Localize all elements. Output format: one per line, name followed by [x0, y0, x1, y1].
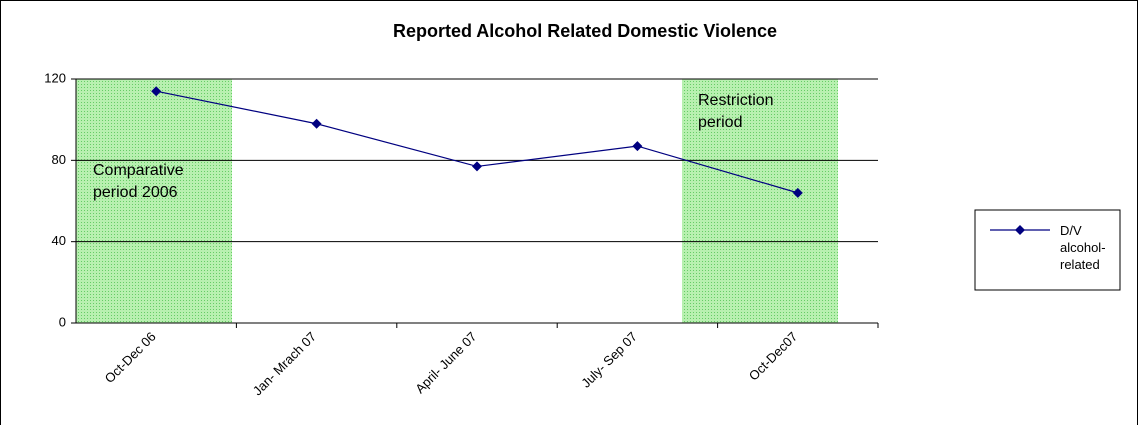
- shade-restriction: [682, 79, 838, 323]
- y-tick-label: 40: [52, 233, 66, 248]
- point: [151, 86, 162, 97]
- x-tick-label: Oct-Dec 06: [102, 329, 159, 386]
- chart-title: Reported Alcohol Related Domestic Violen…: [393, 21, 777, 41]
- x-tick-label: Jan- Mrach 07: [250, 329, 319, 398]
- shade-comparative: [76, 79, 232, 323]
- legend-marker: [1015, 225, 1025, 235]
- annotation: Restriction period: [698, 92, 774, 131]
- annotation: Comparative period 2006: [93, 162, 184, 201]
- x-tick-label: Oct-Dec07: [746, 329, 801, 384]
- point: [632, 141, 643, 152]
- point: [792, 187, 803, 198]
- y-tick-label: 80: [52, 152, 66, 167]
- y-tick-label: 120: [44, 70, 66, 85]
- x-tick-label: July- Sep 07: [578, 329, 640, 391]
- point: [472, 161, 482, 172]
- x-tick-label: April- June 07: [412, 329, 479, 396]
- legend-box: [974, 209, 1121, 291]
- point: [311, 118, 322, 129]
- y-tick-label: 0: [59, 314, 66, 329]
- legend-label: D/V alcohol-related: [1060, 223, 1106, 272]
